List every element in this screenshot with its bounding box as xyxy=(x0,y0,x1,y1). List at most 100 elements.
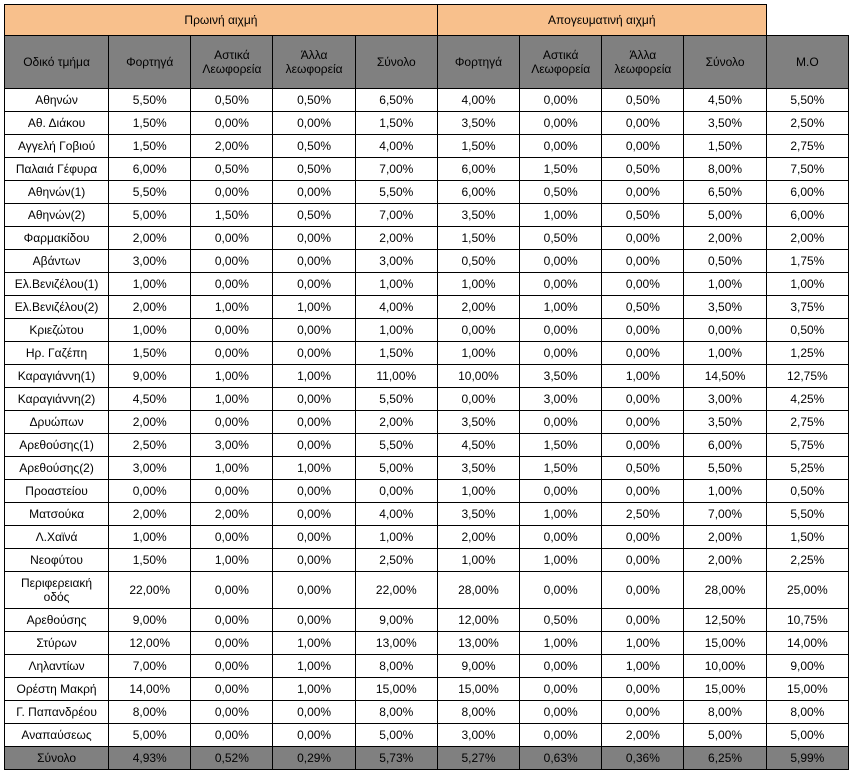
row-label: Ορέστη Μακρή xyxy=(5,678,109,701)
data-cell: 1,50% xyxy=(109,112,191,135)
data-cell: 1,50% xyxy=(355,342,437,365)
data-cell: 0,00% xyxy=(273,480,355,503)
data-cell: 1,00% xyxy=(355,526,437,549)
data-cell: 1,00% xyxy=(109,526,191,549)
data-cell: 1,00% xyxy=(109,273,191,296)
data-cell: 4,00% xyxy=(355,135,437,158)
data-cell: 12,00% xyxy=(109,632,191,655)
total-cell: 0,36% xyxy=(602,747,684,770)
total-cell: 4,93% xyxy=(109,747,191,770)
data-cell: 5,50% xyxy=(355,181,437,204)
data-cell: 3,00% xyxy=(437,724,519,747)
row-label: Περιφερειακή οδός xyxy=(5,572,109,609)
data-cell: 1,00% xyxy=(437,480,519,503)
table-row: Περιφερειακή οδός22,00%0,00%0,00%22,00%2… xyxy=(5,572,849,609)
data-cell: 9,00% xyxy=(109,365,191,388)
data-cell: 2,75% xyxy=(766,135,848,158)
data-cell: 0,00% xyxy=(520,89,602,112)
data-cell: 0,00% xyxy=(273,503,355,526)
data-cell: 0,00% xyxy=(602,388,684,411)
table-row: Αθηνών5,50%0,50%0,50%6,50%4,00%0,00%0,50… xyxy=(5,89,849,112)
data-cell: 1,00% xyxy=(684,480,766,503)
header-sub: Φορτηγά xyxy=(109,36,191,89)
data-cell: 0,00% xyxy=(191,678,273,701)
row-label: Ελ.Βενιζέλου(2) xyxy=(5,296,109,319)
header-group-afternoon: Απογευματινή αιχμή xyxy=(437,5,766,36)
data-cell: 10,75% xyxy=(766,609,848,632)
data-cell: 0,00% xyxy=(273,112,355,135)
table-row: Αρεθούσης(2)3,00%1,00%1,00%5,00%3,50%1,5… xyxy=(5,457,849,480)
data-cell: 8,00% xyxy=(109,701,191,724)
data-cell: 6,00% xyxy=(766,181,848,204)
total-cell: 5,73% xyxy=(355,747,437,770)
row-label: Αναπαύσεως xyxy=(5,724,109,747)
data-cell: 1,00% xyxy=(273,632,355,655)
data-cell: 1,00% xyxy=(191,549,273,572)
data-cell: 5,50% xyxy=(684,457,766,480)
data-cell: 5,50% xyxy=(355,434,437,457)
data-cell: 7,00% xyxy=(684,503,766,526)
data-cell: 5,50% xyxy=(766,503,848,526)
data-cell: 0,00% xyxy=(273,342,355,365)
data-cell: 8,00% xyxy=(355,701,437,724)
data-cell: 5,50% xyxy=(109,89,191,112)
data-cell: 2,00% xyxy=(109,503,191,526)
data-cell: 1,50% xyxy=(520,457,602,480)
data-cell: 0,00% xyxy=(520,250,602,273)
data-cell: 2,00% xyxy=(684,549,766,572)
data-cell: 2,00% xyxy=(684,227,766,250)
table-head: Πρωινή αιχμή Απογευματινή αιχμή Οδικό τμ… xyxy=(5,5,849,89)
data-cell: 5,00% xyxy=(355,724,437,747)
data-cell: 0,00% xyxy=(520,342,602,365)
data-cell: 8,00% xyxy=(437,701,519,724)
data-cell: 2,00% xyxy=(437,526,519,549)
data-cell: 1,50% xyxy=(109,549,191,572)
row-label: Αβάντων xyxy=(5,250,109,273)
data-cell: 0,50% xyxy=(602,457,684,480)
data-cell: 1,00% xyxy=(109,319,191,342)
data-cell: 0,00% xyxy=(191,655,273,678)
row-label: Νεοφύτου xyxy=(5,549,109,572)
data-cell: 10,00% xyxy=(437,365,519,388)
header-sub: Αστικά Λεωφορεία xyxy=(191,36,273,89)
data-cell: 2,00% xyxy=(191,135,273,158)
data-cell: 0,00% xyxy=(602,273,684,296)
data-cell: 3,50% xyxy=(437,503,519,526)
data-cell: 0,00% xyxy=(602,411,684,434)
data-cell: 11,00% xyxy=(355,365,437,388)
data-cell: 1,50% xyxy=(520,158,602,181)
data-cell: 9,00% xyxy=(437,655,519,678)
row-label: Κριεζώτου xyxy=(5,319,109,342)
data-cell: 1,00% xyxy=(766,273,848,296)
data-cell: 0,00% xyxy=(520,724,602,747)
data-cell: 0,00% xyxy=(191,273,273,296)
data-cell: 2,50% xyxy=(766,112,848,135)
total-row: Σύνολο4,93%0,52%0,29%5,73%5,27%0,63%0,36… xyxy=(5,747,849,770)
data-cell: 3,00% xyxy=(109,457,191,480)
data-cell: 1,00% xyxy=(602,365,684,388)
data-cell: 25,00% xyxy=(766,572,848,609)
table-row: Αρεθούσης(1)2,50%3,00%0,00%5,50%4,50%1,5… xyxy=(5,434,849,457)
data-cell: 0,00% xyxy=(520,701,602,724)
data-cell: 1,00% xyxy=(273,678,355,701)
data-cell: 3,00% xyxy=(109,250,191,273)
data-cell: 12,00% xyxy=(437,609,519,632)
table-row: Δρυώπων2,00%0,00%0,00%2,00%3,50%0,00%0,0… xyxy=(5,411,849,434)
data-cell: 0,50% xyxy=(766,480,848,503)
data-cell: 3,50% xyxy=(684,296,766,319)
table-row: Ελ.Βενιζέλου(1)1,00%0,00%0,00%1,00%1,00%… xyxy=(5,273,849,296)
data-cell: 0,00% xyxy=(191,112,273,135)
data-cell: 0,00% xyxy=(437,388,519,411)
data-cell: 0,50% xyxy=(273,135,355,158)
data-cell: 0,00% xyxy=(602,678,684,701)
data-cell: 2,50% xyxy=(355,549,437,572)
data-cell: 1,00% xyxy=(191,296,273,319)
data-cell: 1,00% xyxy=(520,549,602,572)
data-cell: 5,00% xyxy=(109,204,191,227)
row-label: Ελ.Βενιζέλου(1) xyxy=(5,273,109,296)
row-label: Αγγελή Γοβιού xyxy=(5,135,109,158)
total-cell: 0,52% xyxy=(191,747,273,770)
data-cell: 0,50% xyxy=(520,181,602,204)
table-row: Αρεθούσης9,00%0,00%0,00%9,00%12,00%0,50%… xyxy=(5,609,849,632)
data-cell: 0,00% xyxy=(191,250,273,273)
